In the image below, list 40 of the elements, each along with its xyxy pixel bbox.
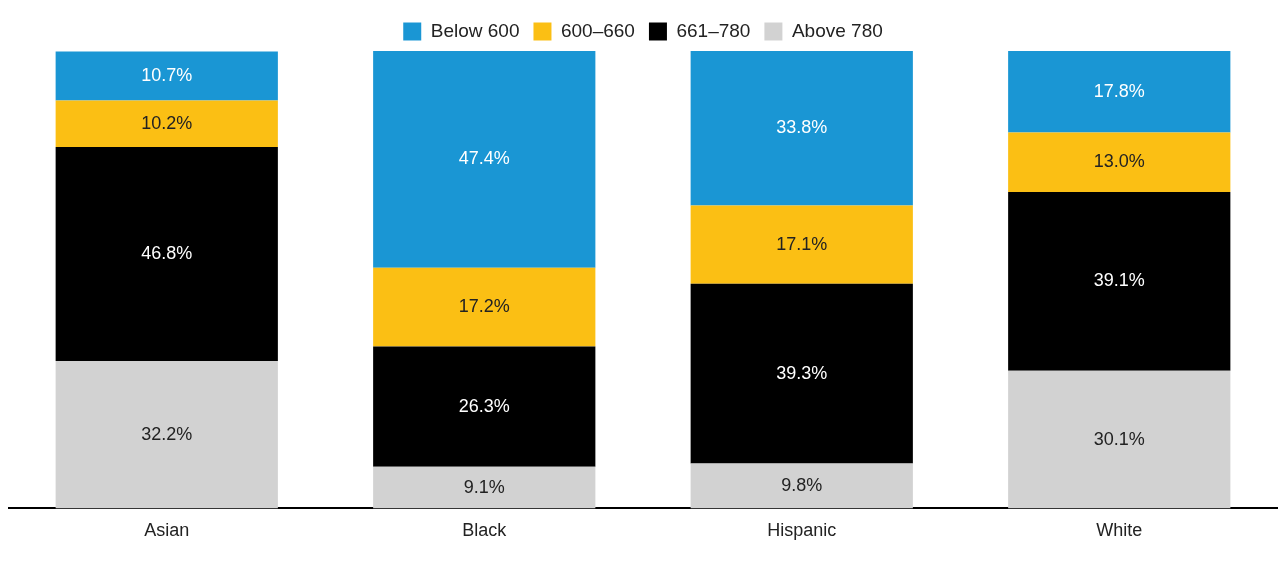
bar <box>55 361 278 509</box>
legend-label: Above 780 <box>791 19 883 41</box>
legend-label: 661–780 <box>676 19 751 41</box>
bar <box>1008 191 1231 371</box>
bar <box>373 51 596 268</box>
x-tick-label: Hispanic <box>767 520 837 541</box>
data-label: 17.2% <box>458 296 510 317</box>
bar <box>1008 51 1231 133</box>
bar <box>55 100 278 148</box>
legend-label: Below 600 <box>430 19 520 41</box>
bar <box>55 147 278 362</box>
x-tick-label: White <box>1096 520 1143 541</box>
data-label: 13.0% <box>1093 151 1145 172</box>
data-label: 9.1% <box>463 476 505 497</box>
x-tick-label: Black <box>462 520 508 541</box>
bar <box>55 51 278 101</box>
bar <box>1008 132 1231 192</box>
data-label: 10.7% <box>141 64 193 85</box>
data-label: 9.8% <box>781 474 823 495</box>
bar <box>1008 370 1231 509</box>
data-label: 39.3% <box>776 362 828 383</box>
bar <box>690 283 913 464</box>
data-label: 32.2% <box>141 423 193 444</box>
bar <box>373 267 596 347</box>
bar <box>690 463 913 509</box>
data-label: 17.1% <box>776 233 828 254</box>
data-label: 10.2% <box>141 112 193 133</box>
data-label: 33.8% <box>776 117 828 138</box>
data-label: 17.8% <box>1093 80 1145 101</box>
data-label: 26.3% <box>458 395 510 416</box>
bar <box>373 346 596 467</box>
bar <box>690 51 913 206</box>
data-label: 39.1% <box>1093 270 1145 291</box>
legend-label: 600–660 <box>560 19 635 41</box>
data-label: 47.4% <box>458 148 510 169</box>
bar <box>690 205 913 284</box>
x-tick-label: Asian <box>144 520 190 541</box>
data-label: 30.1% <box>1093 428 1145 449</box>
data-label: 46.8% <box>141 243 193 264</box>
bar <box>373 466 596 509</box>
